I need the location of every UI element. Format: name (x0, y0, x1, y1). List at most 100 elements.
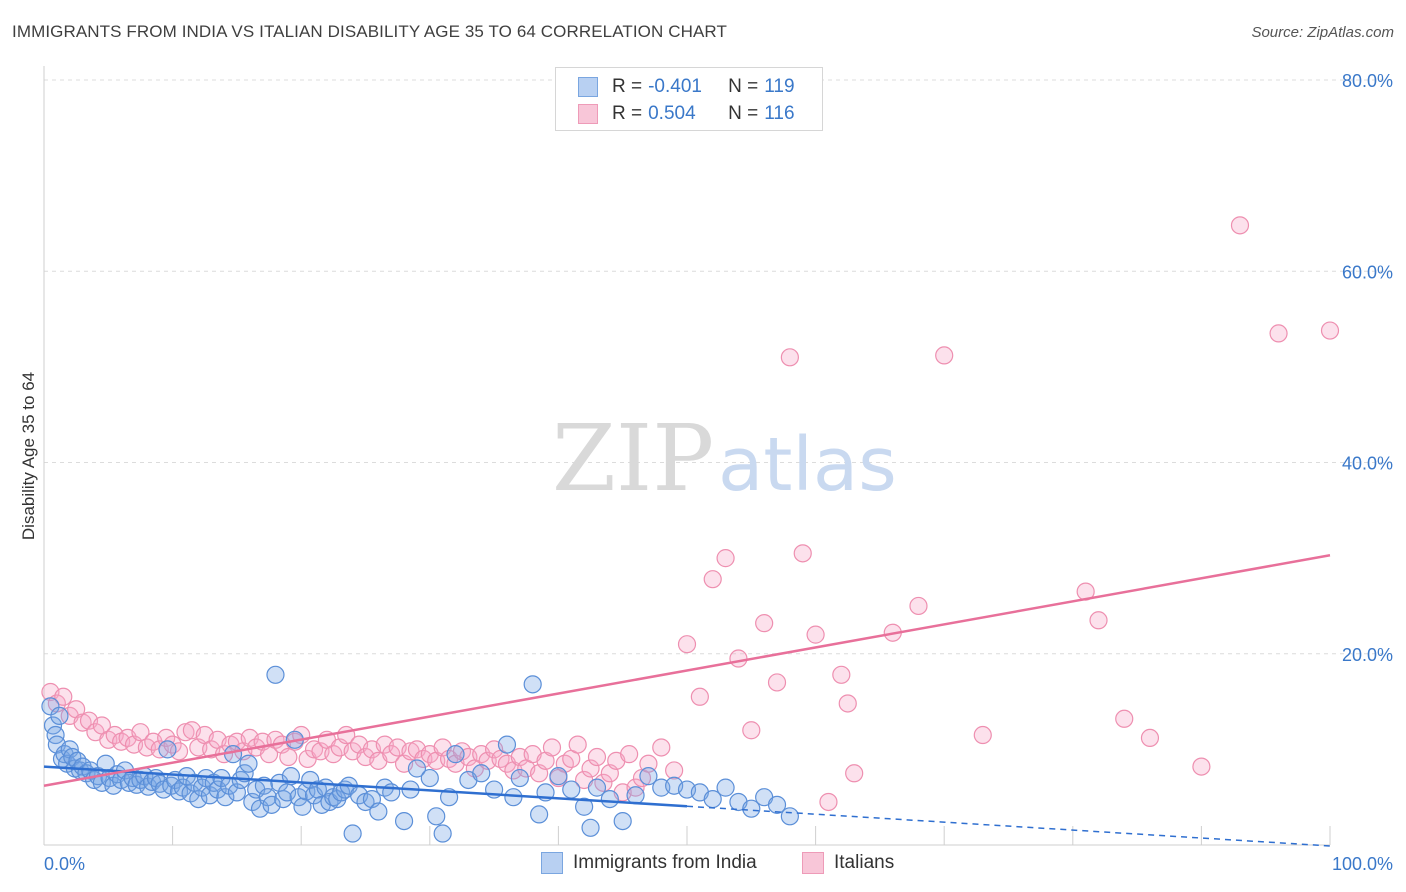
point-italians (665, 761, 684, 780)
point-india (780, 807, 799, 826)
point-india (394, 811, 414, 831)
point-india (433, 824, 452, 843)
y-tick-label: 20.0% (1342, 645, 1393, 665)
tick-labels: 20.0% 40.0% 60.0% 80.0% 0.0% 100.0% (44, 71, 1393, 874)
point-italians (780, 348, 799, 367)
trend-line-india (43, 765, 688, 808)
legend-row-italians: R = 0.504 N = 116 (578, 101, 795, 127)
point-italians (819, 792, 838, 812)
point-italians (973, 725, 992, 745)
grid-layer (44, 79, 1395, 655)
point-italians (73, 713, 92, 732)
point-india (626, 786, 645, 805)
point-india (600, 789, 619, 809)
point-india (587, 778, 607, 797)
point-italians (1192, 757, 1211, 776)
point-india (96, 754, 115, 773)
point-italians (838, 694, 857, 713)
axis-layer (43, 66, 1331, 846)
point-india (742, 799, 761, 818)
series-italians-points (41, 216, 1340, 812)
point-italians (382, 745, 401, 764)
point-india (549, 767, 568, 786)
point-india (216, 788, 235, 807)
point-italians (169, 742, 189, 761)
point-italians (1269, 324, 1288, 343)
chart-title: IMMIGRANTS FROM INDIA VS ITALIAN DISABIL… (12, 22, 727, 41)
legend-item-india-swatch (541, 852, 563, 874)
point-india (407, 759, 427, 778)
point-italians (1115, 709, 1134, 728)
point-italians (742, 721, 761, 740)
point-india (343, 824, 362, 843)
source-label: Source: ZipAtlas.com (1251, 24, 1394, 41)
point-italians (626, 778, 645, 797)
point-italians (1320, 321, 1340, 340)
point-italians (176, 723, 195, 742)
legend-r-label: R = (612, 103, 643, 124)
point-india (293, 797, 312, 816)
legend-item-italians-label: Italians (834, 852, 895, 873)
point-italians (639, 754, 658, 773)
point-italians (729, 649, 748, 668)
point-italians (1140, 728, 1160, 748)
series-legend: Immigrants from India Italians (0, 852, 1406, 878)
point-india (427, 807, 446, 826)
legend-item-india-label: Immigrants from India (573, 852, 757, 873)
point-india (497, 735, 517, 754)
legend-n-value: 116 (764, 103, 795, 124)
point-india (581, 818, 600, 837)
point-italians (620, 745, 639, 764)
legend-row-india: R = -0.401 N = 119 (578, 74, 795, 100)
legend-swatch-italians (578, 104, 598, 124)
legend-swatch-india (578, 77, 598, 97)
y-tick-label: 40.0% (1342, 454, 1393, 474)
legend-n-value: 119 (764, 76, 795, 97)
y-tick-label: 80.0% (1342, 71, 1393, 91)
point-italians (716, 549, 735, 568)
legend-item-italians: Italians (802, 852, 894, 874)
point-italians (703, 570, 722, 589)
point-india (530, 805, 549, 824)
point-italians (909, 596, 928, 616)
point-italians (845, 764, 864, 783)
point-india (472, 764, 491, 783)
legend-item-india: Immigrants from India (541, 852, 757, 874)
point-italians (542, 738, 562, 757)
point-italians (1230, 216, 1250, 235)
point-india (158, 740, 177, 759)
trend-line-italians (43, 554, 1331, 787)
x-tick-label: 100.0% (1332, 854, 1393, 874)
point-italians (279, 747, 298, 767)
point-india (523, 675, 542, 694)
point-italians (131, 723, 150, 742)
point-india (46, 725, 65, 745)
legend-r-value: -0.401 (648, 76, 702, 97)
point-india (189, 789, 208, 809)
point-india (262, 795, 281, 814)
trend-line-india-extension (686, 805, 1331, 847)
point-india (369, 802, 388, 821)
point-italians (935, 346, 954, 365)
point-india (767, 795, 787, 814)
legend-item-italians-swatch (802, 852, 824, 874)
legend-n-label: N = (728, 103, 759, 124)
point-italians (677, 635, 697, 654)
watermark: ZIP atlas (552, 405, 897, 512)
point-italians (587, 747, 607, 767)
trend-lines (43, 554, 1331, 847)
point-italians (806, 625, 825, 644)
point-india (208, 780, 227, 799)
legend-r-label: R = (612, 76, 643, 97)
point-italians (1089, 611, 1108, 630)
point-italians (157, 728, 176, 748)
point-italians (568, 735, 587, 754)
point-india (562, 780, 581, 799)
point-italians (767, 673, 787, 692)
point-india (510, 768, 529, 788)
point-italians (755, 614, 774, 633)
point-india (266, 665, 285, 684)
point-italians (54, 687, 73, 706)
point-italians (304, 740, 324, 759)
